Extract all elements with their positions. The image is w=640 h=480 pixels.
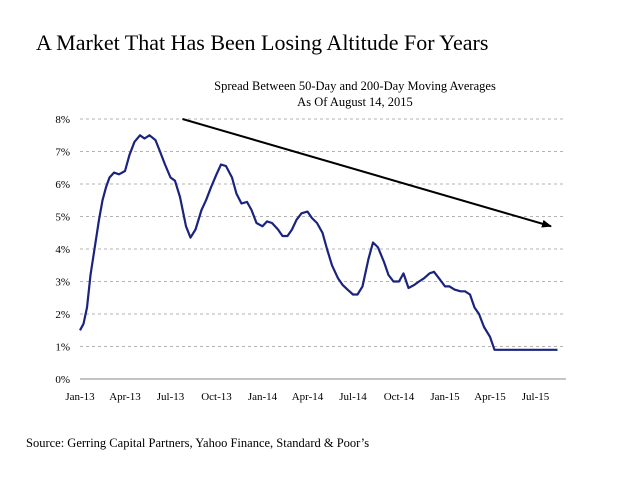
x-tick-label: Jul-14 <box>339 391 367 403</box>
y-tick-label: 2% <box>55 309 70 321</box>
y-tick-label: 8% <box>55 114 70 126</box>
y-tick-label: 4% <box>55 244 70 256</box>
source-note: Source: Gerring Capital Partners, Yahoo … <box>26 436 370 450</box>
y-tick-label: 6% <box>55 179 70 191</box>
x-tick-label: Jan-15 <box>430 391 460 403</box>
gridlines <box>80 118 566 347</box>
series-line <box>79 134 558 351</box>
headline: A Market That Has Been Losing Altitude F… <box>36 30 489 55</box>
y-tick-label: 7% <box>55 147 70 159</box>
x-tick-label: Jul-15 <box>522 391 550 403</box>
x-tick-label: Jan-14 <box>248 391 278 403</box>
x-tick-label: Oct-13 <box>201 391 232 403</box>
y-axis-ticks: 0% 1% 2% 3% 4% 5% 6% 7% 8% <box>55 114 70 386</box>
x-tick-label: Apr-14 <box>292 391 324 403</box>
chart-subtitle: As Of August 14, 2015 <box>297 95 413 109</box>
chart-title: Spread Between 50-Day and 200-Day Moving… <box>214 79 496 93</box>
y-tick-label: 0% <box>55 374 70 386</box>
x-tick-label: Jan-13 <box>65 391 95 403</box>
series-group <box>79 134 558 351</box>
chart-title-block: Spread Between 50-Day and 200-Day Moving… <box>0 78 640 110</box>
x-axis-ticks: Jan-13 Apr-13 Jul-13 Oct-13 Jan-14 Apr-14 Jul-… <box>65 391 549 403</box>
x-tick-label: Apr-13 <box>109 391 141 403</box>
y-tick-label: 5% <box>55 212 70 224</box>
x-tick-label: Jul-13 <box>157 391 185 403</box>
x-tick-label: Apr-15 <box>474 391 506 403</box>
trend-arrow <box>182 118 552 228</box>
y-tick-label: 1% <box>55 342 70 354</box>
y-tick-label: 3% <box>55 277 70 289</box>
x-tick-label: Oct-14 <box>384 391 415 403</box>
